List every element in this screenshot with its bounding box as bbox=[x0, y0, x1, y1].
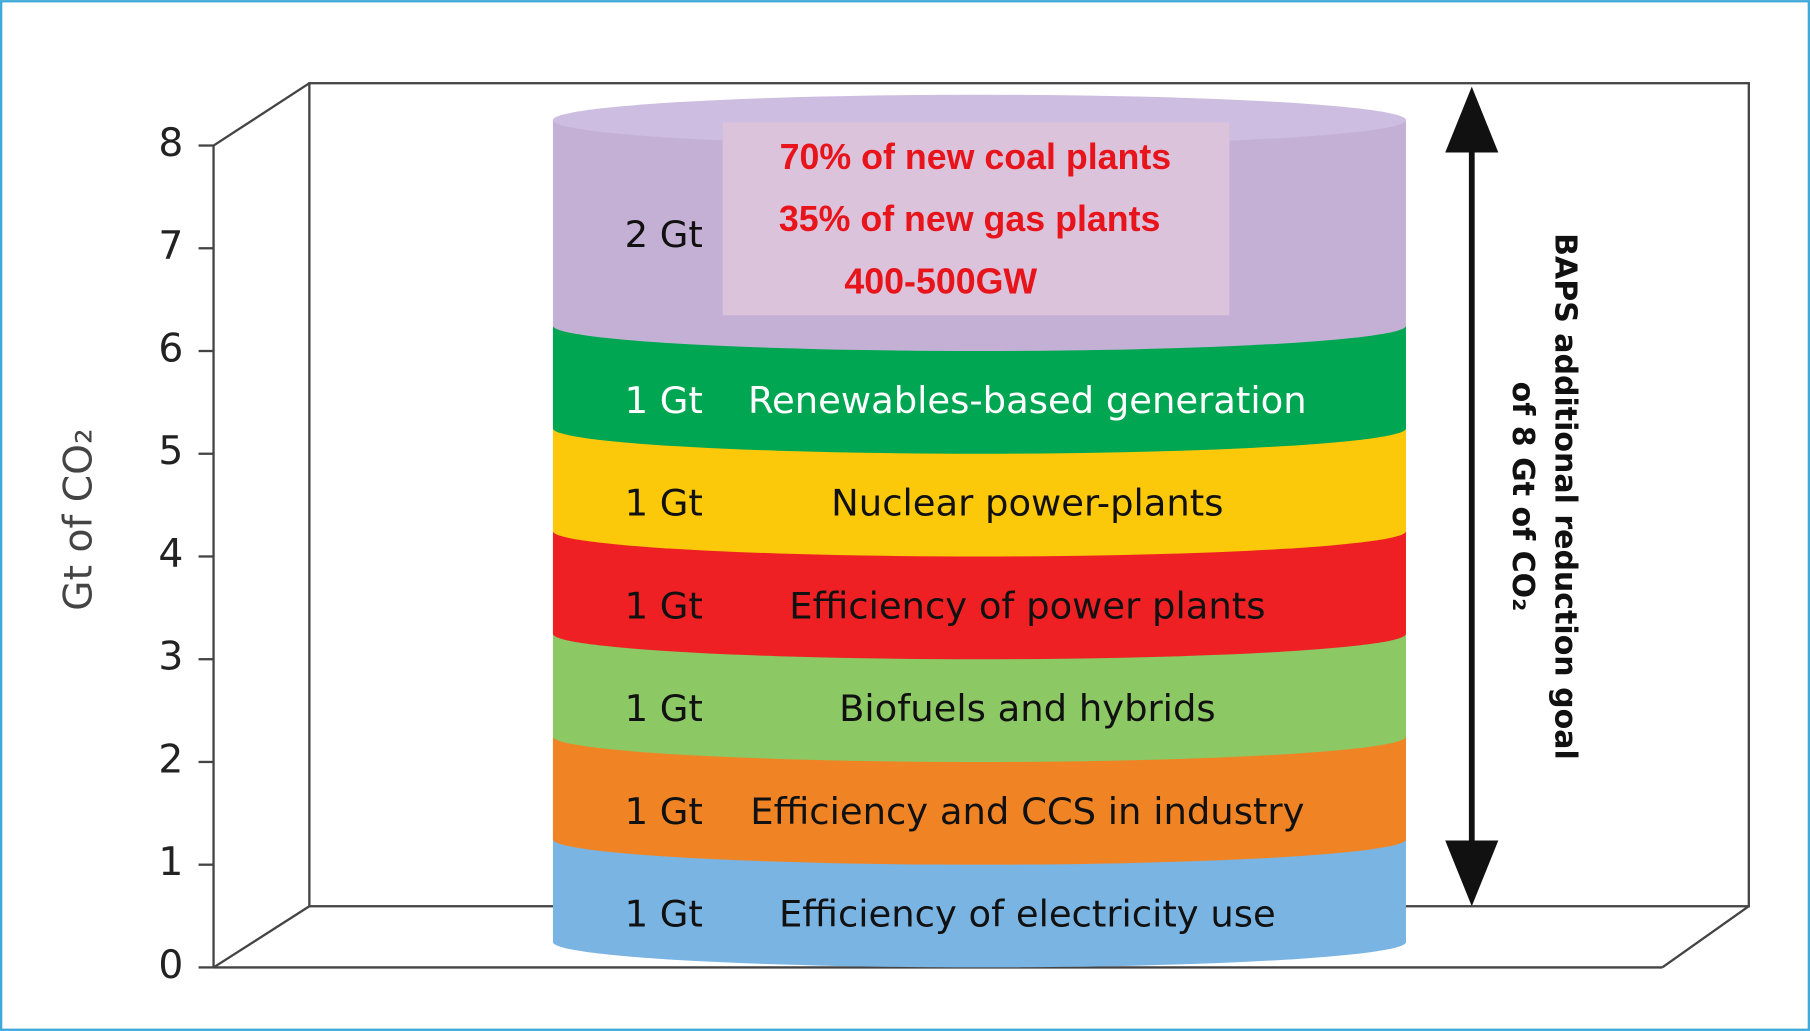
value-label: 1 Gt bbox=[625, 790, 703, 833]
cylinder-segment bbox=[552, 531, 1406, 660]
value-label: 1 Gt bbox=[625, 687, 703, 730]
y-tick-label: 2 bbox=[158, 737, 183, 782]
side-label: BAPS additional reduction goal bbox=[1548, 233, 1583, 760]
value-label: 1 Gt bbox=[625, 482, 703, 525]
y-tick-label: 7 bbox=[158, 224, 183, 269]
arrow-head bbox=[1445, 840, 1499, 907]
y-axis-label: Gt of CO₂ bbox=[56, 428, 101, 611]
annotation: 35% of new gas plants bbox=[779, 199, 1161, 239]
segment-label: Efficiency of power plants bbox=[789, 584, 1265, 627]
cylinder-segment bbox=[552, 325, 1406, 454]
value-label: 1 Gt bbox=[625, 584, 703, 627]
segment-label: Efficiency and CCS in industry bbox=[750, 790, 1304, 833]
side-label: of 8 Gt of CO₂ bbox=[1505, 382, 1540, 612]
y-tick-label: 4 bbox=[158, 532, 183, 577]
y-tick-label: 3 bbox=[158, 635, 183, 680]
value-label: 2 Gt bbox=[625, 213, 703, 256]
edge bbox=[212, 905, 310, 969]
segment-label: Biofuels and hybrids bbox=[839, 687, 1216, 730]
edge bbox=[1661, 905, 1750, 969]
y-tick-label: 8 bbox=[158, 121, 183, 166]
cylinder-segment bbox=[552, 428, 1406, 557]
segment-label: Efficiency of electricity use bbox=[779, 893, 1276, 936]
cylinder-segment bbox=[552, 839, 1406, 968]
edge bbox=[212, 82, 310, 147]
value-label: 1 Gt bbox=[625, 379, 703, 422]
value-label: 1 Gt bbox=[625, 893, 703, 936]
annotation: 70% of new coal plants bbox=[780, 137, 1172, 177]
annotation: 400-500GW bbox=[844, 262, 1037, 302]
cylinder-segment bbox=[552, 633, 1406, 762]
y-tick-label: 5 bbox=[158, 429, 183, 474]
cylinder-segment bbox=[552, 736, 1406, 865]
y-tick-label: 1 bbox=[158, 840, 183, 885]
annotation-box bbox=[722, 122, 1230, 316]
y-tick-label: 6 bbox=[158, 327, 183, 372]
segment-label: Nuclear power-plants bbox=[831, 482, 1223, 525]
arrow-head bbox=[1445, 86, 1499, 153]
segment-label: Renewables-based generation bbox=[748, 379, 1307, 422]
y-tick-label: 0 bbox=[158, 943, 183, 988]
